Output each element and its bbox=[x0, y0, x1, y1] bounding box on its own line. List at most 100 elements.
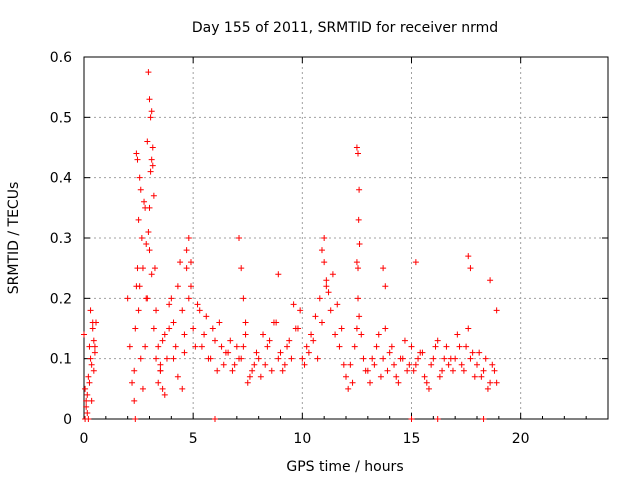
data-point bbox=[236, 235, 243, 241]
data-point bbox=[305, 349, 312, 356]
data-point bbox=[380, 355, 387, 362]
data-point bbox=[299, 355, 306, 362]
data-point bbox=[338, 325, 345, 332]
data-point bbox=[347, 361, 354, 368]
data-point bbox=[209, 325, 216, 332]
data-point bbox=[190, 325, 197, 332]
data-point bbox=[155, 343, 162, 350]
data-point bbox=[351, 343, 358, 350]
data-point bbox=[146, 96, 153, 103]
y-tick-label: 0.5 bbox=[50, 110, 72, 126]
data-point bbox=[81, 331, 87, 338]
data-point bbox=[227, 337, 234, 344]
data-point bbox=[255, 355, 262, 362]
data-point bbox=[181, 331, 188, 338]
data-point bbox=[238, 265, 245, 272]
data-point bbox=[87, 355, 94, 362]
data-point bbox=[340, 361, 347, 368]
x-tick-label: 20 bbox=[512, 431, 530, 447]
y-tick-label: 0.2 bbox=[50, 291, 72, 307]
data-point bbox=[262, 361, 269, 368]
data-point bbox=[90, 367, 97, 374]
data-point bbox=[251, 361, 258, 368]
data-point bbox=[136, 174, 143, 181]
data-point bbox=[91, 343, 98, 350]
data-point bbox=[353, 144, 360, 151]
data-point bbox=[449, 367, 456, 374]
data-point bbox=[131, 397, 138, 404]
data-point bbox=[487, 379, 494, 386]
data-point bbox=[185, 235, 192, 241]
data-point bbox=[149, 144, 156, 151]
data-point bbox=[436, 373, 443, 380]
data-point bbox=[260, 331, 267, 338]
y-tick-label: 0.6 bbox=[50, 50, 72, 66]
data-point bbox=[132, 325, 139, 332]
data-point bbox=[358, 331, 365, 338]
data-point bbox=[131, 367, 138, 374]
data-point bbox=[240, 343, 247, 350]
data-point bbox=[281, 361, 288, 368]
data-point bbox=[90, 337, 97, 344]
data-point bbox=[329, 271, 336, 278]
x-tick-label: 0 bbox=[80, 431, 89, 447]
data-point bbox=[484, 385, 491, 392]
data-point bbox=[84, 409, 91, 416]
data-point bbox=[408, 343, 415, 350]
data-point bbox=[198, 343, 205, 350]
data-point bbox=[325, 289, 332, 296]
axis-tick-labels: 0 5 10 15 20 0 0.1 0.2 0.3 0.4 0.5 0.6 bbox=[50, 50, 530, 447]
data-point bbox=[279, 367, 286, 374]
data-point bbox=[201, 331, 208, 338]
data-point bbox=[124, 295, 131, 302]
data-point bbox=[275, 355, 282, 362]
data-point bbox=[231, 361, 238, 368]
data-point bbox=[139, 385, 146, 392]
data-point bbox=[172, 343, 179, 350]
data-point bbox=[177, 259, 184, 266]
data-point bbox=[185, 295, 192, 302]
data-point bbox=[480, 367, 487, 374]
data-point bbox=[345, 385, 352, 392]
data-point bbox=[82, 385, 89, 392]
data-point bbox=[150, 192, 157, 199]
y-tick-label: 0 bbox=[63, 412, 72, 428]
data-point bbox=[356, 241, 363, 248]
data-point bbox=[212, 416, 218, 422]
data-point bbox=[146, 204, 153, 211]
x-tick-label: 15 bbox=[403, 431, 421, 447]
data-point bbox=[355, 295, 362, 302]
data-point bbox=[430, 355, 437, 362]
data-point bbox=[266, 337, 273, 344]
data-point bbox=[355, 216, 362, 223]
data-point bbox=[375, 331, 382, 338]
data-point bbox=[87, 307, 94, 314]
data-point bbox=[441, 355, 448, 362]
data-point bbox=[143, 241, 150, 248]
data-point bbox=[353, 259, 360, 266]
data-point bbox=[161, 391, 168, 398]
data-point bbox=[373, 343, 380, 350]
data-point bbox=[386, 349, 393, 356]
data-point bbox=[277, 349, 284, 356]
grid bbox=[84, 57, 608, 419]
data-point bbox=[181, 349, 188, 356]
data-point bbox=[469, 349, 476, 356]
data-point bbox=[493, 379, 500, 386]
data-point bbox=[434, 416, 441, 422]
data-point bbox=[148, 156, 155, 163]
data-point bbox=[353, 325, 360, 332]
data-point bbox=[159, 337, 166, 344]
y-tick-label: 0.3 bbox=[50, 231, 72, 247]
data-point bbox=[404, 367, 411, 374]
data-point bbox=[85, 416, 92, 422]
data-point bbox=[139, 265, 146, 272]
data-point bbox=[332, 331, 339, 338]
data-point bbox=[397, 355, 404, 362]
data-point bbox=[465, 325, 472, 332]
data-point bbox=[275, 271, 282, 278]
data-point bbox=[458, 361, 465, 368]
data-point bbox=[145, 228, 152, 235]
data-point bbox=[233, 343, 240, 350]
data-point bbox=[242, 319, 249, 326]
